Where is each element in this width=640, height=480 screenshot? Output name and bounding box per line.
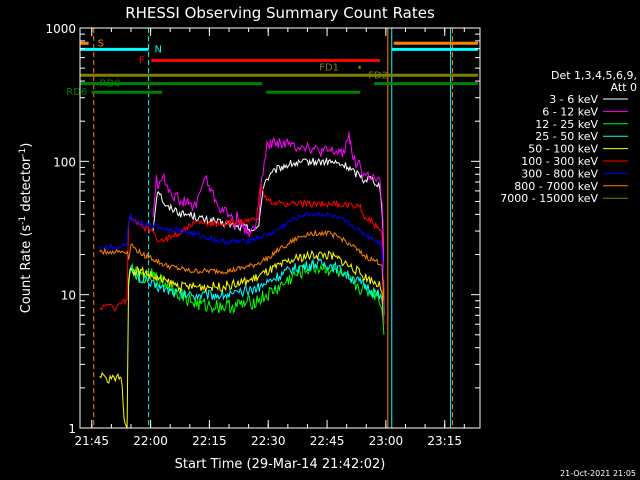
flag-label-f: F [139,56,145,67]
x-tick-label: 23:15 [427,434,462,448]
legend-entry-label: 100 - 300 keV [521,155,598,168]
y-axis-label-main: Count Rate (s [19,225,34,314]
y-tick-label: 1000 [45,22,76,36]
flag-label-rd6: RD6 [66,87,87,98]
y-axis-label-end: ) [19,143,34,148]
x-tick-label: 22:00 [133,434,168,448]
x-tick-label: 23:00 [369,434,404,448]
series-line-2 [152,131,385,308]
x-tick-label: 22:30 [251,434,286,448]
flag-label-fd2: FD2 [368,70,388,81]
footer-date: 21-Oct-2021 21:05 [560,469,636,478]
series-line-8 [99,230,385,301]
legend-entry-label: 50 - 100 keV [528,143,598,156]
series-line-1 [152,157,385,316]
y-tick-label: 1 [68,422,76,436]
y-tick-label: 10 [61,289,76,303]
legend-entry-label: 25 - 50 keV [535,130,598,143]
y-tick-label: 100 [53,155,76,169]
legend-entry-label: 300 - 800 keV [521,167,598,180]
legend-entry-label: 12 - 25 keV [535,118,598,131]
plot-marks: S NF FD1 FD2 RD0 RD6 [66,28,479,429]
x-axis-label: Start Time (29-Mar-14 21:42:02) [175,457,386,472]
y-axis-label: Count Rate (s-1 detector-1) [18,143,34,314]
legend-entry-label: 6 - 12 keV [542,105,598,118]
series-line-7 [99,211,385,280]
x-tick-label: 21:45 [74,434,109,448]
flag-label-s: S [98,38,104,49]
series-line-5 [99,249,385,429]
series-line-3 [128,259,385,335]
legend-entry-label: 800 - 7000 keV [514,180,598,193]
axes: 21:45 22:00 22:15 22:30 22:45 23:00 23:15 1 10 10… [45,22,480,448]
y-axis-label-mid: detector [19,156,34,216]
x-tick-label: 22:15 [192,434,227,448]
flag-label-n: N [155,44,162,55]
y-axis-label-sup2: -1 [18,148,28,157]
legend-title-2: Att 0 [611,81,637,94]
series-line-4 [128,257,385,325]
flag-label-fd1: FD1 [319,62,339,73]
legend-entry-label: 7000 - 15000 keV [500,192,598,205]
chart-title: RHESSI Observing Summary Count Rates [125,4,435,22]
plot-frame [79,27,481,429]
y-axis-label-sup1: -1 [18,216,28,225]
series-line-6 [99,183,385,325]
x-tick-label: 22:45 [310,434,345,448]
legend-entry-label: 3 - 6 keV [549,93,598,106]
legend-title-1: Det 1,3,4,5,6,9, [551,69,637,82]
flag-label-rd0: RD0 [100,79,121,90]
